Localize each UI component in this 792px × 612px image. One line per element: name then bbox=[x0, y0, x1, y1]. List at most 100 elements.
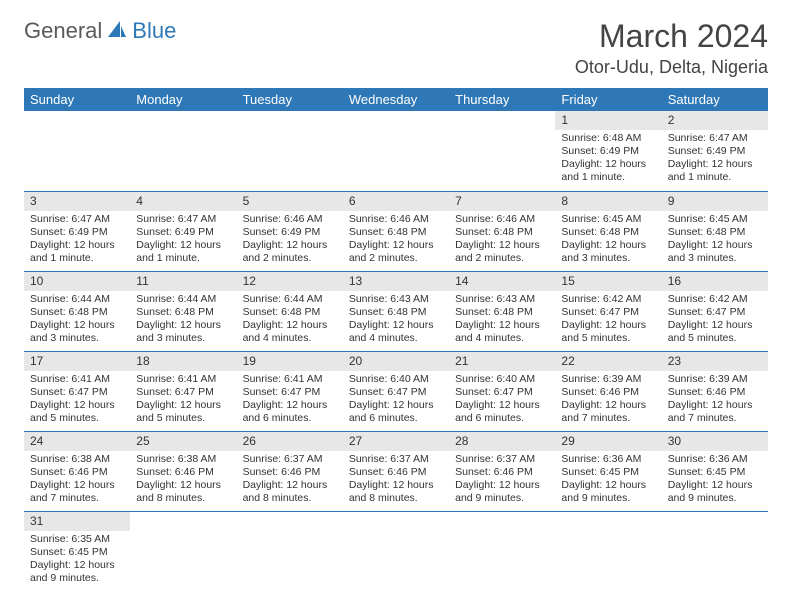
day-line-d1: Daylight: 12 hours bbox=[243, 479, 337, 492]
day-line-d1: Daylight: 12 hours bbox=[349, 399, 443, 412]
day-body: Sunrise: 6:43 AMSunset: 6:48 PMDaylight:… bbox=[343, 291, 449, 350]
day-line-sr: Sunrise: 6:38 AM bbox=[30, 453, 124, 466]
day-line-ss: Sunset: 6:46 PM bbox=[455, 466, 549, 479]
calendar-cell: 4Sunrise: 6:47 AMSunset: 6:49 PMDaylight… bbox=[130, 191, 236, 271]
calendar-cell-empty bbox=[662, 511, 768, 591]
day-line-ss: Sunset: 6:48 PM bbox=[561, 226, 655, 239]
day-line-ss: Sunset: 6:48 PM bbox=[243, 306, 337, 319]
day-line-d2: and 3 minutes. bbox=[30, 332, 124, 345]
day-line-sr: Sunrise: 6:45 AM bbox=[668, 213, 762, 226]
title-block: March 2024 Otor-Udu, Delta, Nigeria bbox=[575, 18, 768, 78]
day-body: Sunrise: 6:47 AMSunset: 6:49 PMDaylight:… bbox=[662, 130, 768, 189]
day-line-d1: Daylight: 12 hours bbox=[243, 399, 337, 412]
calendar-cell: 14Sunrise: 6:43 AMSunset: 6:48 PMDayligh… bbox=[449, 271, 555, 351]
day-line-d2: and 6 minutes. bbox=[455, 412, 549, 425]
calendar-cell: 24Sunrise: 6:38 AMSunset: 6:46 PMDayligh… bbox=[24, 431, 130, 511]
day-line-ss: Sunset: 6:47 PM bbox=[349, 386, 443, 399]
day-number: 24 bbox=[24, 432, 130, 451]
calendar-cell: 17Sunrise: 6:41 AMSunset: 6:47 PMDayligh… bbox=[24, 351, 130, 431]
day-line-ss: Sunset: 6:48 PM bbox=[136, 306, 230, 319]
day-line-d2: and 2 minutes. bbox=[455, 252, 549, 265]
day-line-d1: Daylight: 12 hours bbox=[455, 479, 549, 492]
day-body: Sunrise: 6:37 AMSunset: 6:46 PMDaylight:… bbox=[343, 451, 449, 510]
calendar-cell: 9Sunrise: 6:45 AMSunset: 6:48 PMDaylight… bbox=[662, 191, 768, 271]
day-line-d1: Daylight: 12 hours bbox=[243, 319, 337, 332]
day-line-sr: Sunrise: 6:40 AM bbox=[455, 373, 549, 386]
calendar-row: 24Sunrise: 6:38 AMSunset: 6:46 PMDayligh… bbox=[24, 431, 768, 511]
day-line-d2: and 6 minutes. bbox=[349, 412, 443, 425]
day-body: Sunrise: 6:46 AMSunset: 6:48 PMDaylight:… bbox=[343, 211, 449, 270]
day-line-d1: Daylight: 12 hours bbox=[561, 158, 655, 171]
day-line-ss: Sunset: 6:45 PM bbox=[561, 466, 655, 479]
day-line-d1: Daylight: 12 hours bbox=[668, 158, 762, 171]
day-line-ss: Sunset: 6:46 PM bbox=[349, 466, 443, 479]
day-number: 29 bbox=[555, 432, 661, 451]
day-line-d1: Daylight: 12 hours bbox=[30, 479, 124, 492]
day-number: 20 bbox=[343, 352, 449, 371]
day-line-d1: Daylight: 12 hours bbox=[30, 399, 124, 412]
calendar-cell: 31Sunrise: 6:35 AMSunset: 6:45 PMDayligh… bbox=[24, 511, 130, 591]
day-number: 12 bbox=[237, 272, 343, 291]
day-header: Friday bbox=[555, 88, 661, 111]
day-body: Sunrise: 6:45 AMSunset: 6:48 PMDaylight:… bbox=[662, 211, 768, 270]
day-line-d1: Daylight: 12 hours bbox=[30, 559, 124, 572]
day-line-d2: and 1 minute. bbox=[561, 171, 655, 184]
day-line-d1: Daylight: 12 hours bbox=[349, 319, 443, 332]
day-line-d2: and 3 minutes. bbox=[561, 252, 655, 265]
day-number: 17 bbox=[24, 352, 130, 371]
day-body: Sunrise: 6:48 AMSunset: 6:49 PMDaylight:… bbox=[555, 130, 661, 189]
day-number: 3 bbox=[24, 192, 130, 211]
calendar-cell-empty bbox=[449, 511, 555, 591]
calendar-cell: 13Sunrise: 6:43 AMSunset: 6:48 PMDayligh… bbox=[343, 271, 449, 351]
calendar-cell: 6Sunrise: 6:46 AMSunset: 6:48 PMDaylight… bbox=[343, 191, 449, 271]
day-line-d2: and 9 minutes. bbox=[561, 492, 655, 505]
calendar-cell: 22Sunrise: 6:39 AMSunset: 6:46 PMDayligh… bbox=[555, 351, 661, 431]
day-line-ss: Sunset: 6:49 PM bbox=[243, 226, 337, 239]
calendar-cell-empty bbox=[130, 111, 236, 191]
day-line-d2: and 5 minutes. bbox=[30, 412, 124, 425]
day-line-d2: and 8 minutes. bbox=[136, 492, 230, 505]
day-body: Sunrise: 6:45 AMSunset: 6:48 PMDaylight:… bbox=[555, 211, 661, 270]
day-line-ss: Sunset: 6:48 PM bbox=[455, 226, 549, 239]
day-line-sr: Sunrise: 6:42 AM bbox=[668, 293, 762, 306]
day-line-sr: Sunrise: 6:47 AM bbox=[136, 213, 230, 226]
day-line-d1: Daylight: 12 hours bbox=[30, 239, 124, 252]
day-header: Thursday bbox=[449, 88, 555, 111]
logo-text-general: General bbox=[24, 18, 102, 44]
calendar-cell-empty bbox=[237, 511, 343, 591]
day-line-d2: and 4 minutes. bbox=[349, 332, 443, 345]
day-line-ss: Sunset: 6:46 PM bbox=[561, 386, 655, 399]
day-number: 25 bbox=[130, 432, 236, 451]
day-number: 30 bbox=[662, 432, 768, 451]
day-line-sr: Sunrise: 6:46 AM bbox=[349, 213, 443, 226]
day-line-ss: Sunset: 6:46 PM bbox=[136, 466, 230, 479]
day-line-ss: Sunset: 6:48 PM bbox=[349, 226, 443, 239]
day-number: 21 bbox=[449, 352, 555, 371]
calendar-cell-empty bbox=[555, 511, 661, 591]
day-line-d1: Daylight: 12 hours bbox=[349, 239, 443, 252]
day-line-d2: and 1 minute. bbox=[668, 171, 762, 184]
day-number: 9 bbox=[662, 192, 768, 211]
day-body: Sunrise: 6:44 AMSunset: 6:48 PMDaylight:… bbox=[237, 291, 343, 350]
calendar-table: SundayMondayTuesdayWednesdayThursdayFrid… bbox=[24, 88, 768, 591]
day-body: Sunrise: 6:36 AMSunset: 6:45 PMDaylight:… bbox=[662, 451, 768, 510]
day-line-d2: and 3 minutes. bbox=[668, 252, 762, 265]
day-line-d1: Daylight: 12 hours bbox=[136, 319, 230, 332]
day-line-d2: and 7 minutes. bbox=[561, 412, 655, 425]
day-body: Sunrise: 6:36 AMSunset: 6:45 PMDaylight:… bbox=[555, 451, 661, 510]
day-line-ss: Sunset: 6:49 PM bbox=[561, 145, 655, 158]
day-number: 1 bbox=[555, 111, 661, 130]
calendar-cell: 11Sunrise: 6:44 AMSunset: 6:48 PMDayligh… bbox=[130, 271, 236, 351]
day-line-sr: Sunrise: 6:37 AM bbox=[455, 453, 549, 466]
day-body: Sunrise: 6:39 AMSunset: 6:46 PMDaylight:… bbox=[555, 371, 661, 430]
calendar-cell: 18Sunrise: 6:41 AMSunset: 6:47 PMDayligh… bbox=[130, 351, 236, 431]
day-line-d2: and 7 minutes. bbox=[668, 412, 762, 425]
day-line-ss: Sunset: 6:49 PM bbox=[30, 226, 124, 239]
day-line-d2: and 4 minutes. bbox=[455, 332, 549, 345]
day-line-ss: Sunset: 6:49 PM bbox=[668, 145, 762, 158]
day-number: 6 bbox=[343, 192, 449, 211]
calendar-cell: 8Sunrise: 6:45 AMSunset: 6:48 PMDaylight… bbox=[555, 191, 661, 271]
calendar-cell: 7Sunrise: 6:46 AMSunset: 6:48 PMDaylight… bbox=[449, 191, 555, 271]
calendar-cell: 10Sunrise: 6:44 AMSunset: 6:48 PMDayligh… bbox=[24, 271, 130, 351]
day-line-d2: and 9 minutes. bbox=[668, 492, 762, 505]
